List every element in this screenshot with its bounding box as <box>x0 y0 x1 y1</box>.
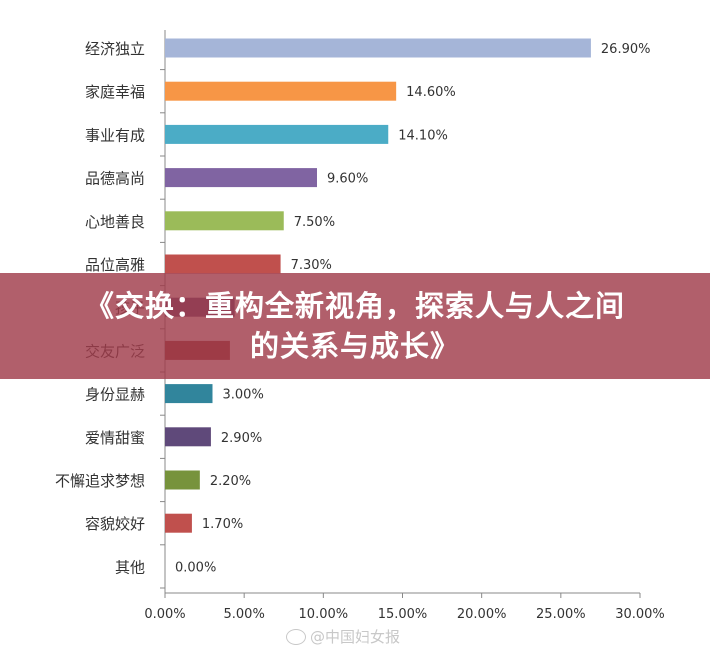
value-label: 2.20% <box>210 474 251 489</box>
banner-line-1: 《交换：重构全新视角，探索人与人之间 <box>84 289 625 323</box>
value-label: 26.90% <box>601 42 651 57</box>
bar <box>165 254 281 274</box>
bar <box>165 211 284 231</box>
category-label: 事业有成 <box>85 126 145 144</box>
category-label: 不懈追求梦想 <box>55 472 145 490</box>
x-tick-label: 25.00% <box>536 607 586 622</box>
value-label: 14.10% <box>398 128 448 143</box>
x-tick-label: 15.00% <box>378 607 428 622</box>
bar <box>165 168 317 188</box>
bar <box>165 81 397 101</box>
title-banner: 《交换：重构全新视角，探索人与人之间 的关系与成长》 <box>0 273 710 379</box>
value-label: 14.60% <box>406 85 456 100</box>
x-tick-label: 0.00% <box>144 607 185 622</box>
bar <box>165 124 389 144</box>
bar <box>165 384 213 404</box>
value-label: 7.50% <box>294 215 335 230</box>
category-label: 品位高雅 <box>85 256 145 274</box>
category-label: 身份显赫 <box>85 386 145 404</box>
category-label: 爱情甜蜜 <box>85 429 145 447</box>
x-tick-label: 20.00% <box>457 607 507 622</box>
value-label: 3.00% <box>223 388 264 403</box>
category-label: 容貌姣好 <box>85 515 145 533</box>
value-label: 1.70% <box>202 517 243 532</box>
value-label: 2.90% <box>221 431 262 446</box>
category-label: 心地善良 <box>85 213 145 231</box>
bar <box>165 38 591 58</box>
x-tick-label: 5.00% <box>224 607 265 622</box>
watermark-text: @中国妇女报 <box>310 628 401 646</box>
category-label: 家庭幸福 <box>85 83 145 101</box>
bar <box>165 470 200 490</box>
value-label: 0.00% <box>175 560 216 575</box>
value-label: 9.60% <box>327 172 368 187</box>
bar <box>165 427 211 447</box>
weibo-icon <box>286 628 306 645</box>
x-tick-label: 10.00% <box>299 607 349 622</box>
bar <box>165 513 192 533</box>
category-label: 其他 <box>115 558 145 576</box>
category-label: 经济独立 <box>85 40 145 58</box>
category-label: 品德高尚 <box>85 170 145 188</box>
watermark: @中国妇女报 <box>286 626 400 647</box>
banner-line-2: 的关系与成长》 <box>249 329 460 363</box>
value-label: 7.30% <box>291 258 332 273</box>
x-tick-label: 30.00% <box>615 607 665 622</box>
